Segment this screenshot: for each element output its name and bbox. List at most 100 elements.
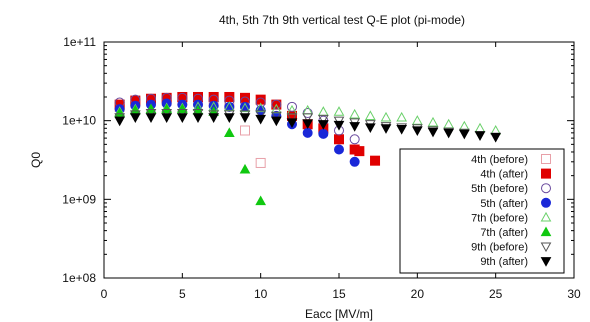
legend-entry-label: 5th (before) xyxy=(471,183,528,195)
data-point xyxy=(129,113,141,123)
series-5-points xyxy=(114,103,267,206)
y-tick-label: 1e+10 xyxy=(62,114,96,128)
data-point xyxy=(474,131,486,141)
x-axis: 0 5 10 15 20 25 30 xyxy=(101,42,581,301)
data-point xyxy=(302,119,314,130)
data-point xyxy=(255,157,266,168)
legend-entry-marker xyxy=(540,226,552,237)
data-point xyxy=(349,156,360,167)
data-point xyxy=(490,132,502,143)
data-point xyxy=(255,114,267,125)
y-axis: 1e+08 1e+09 1e+10 1e+11 xyxy=(62,35,574,285)
x-tick-label: 25 xyxy=(489,287,503,301)
data-point xyxy=(239,102,251,113)
data-point xyxy=(287,101,297,112)
data-point xyxy=(380,111,392,122)
data-point xyxy=(239,163,251,174)
legend: 4th (before) 4th (after) 5th (before) 5th (… xyxy=(399,148,565,274)
data-point xyxy=(333,120,345,131)
data-point xyxy=(161,113,173,123)
x-tick-label: 20 xyxy=(411,287,425,301)
x-tick-label: 15 xyxy=(332,287,346,301)
data-point xyxy=(239,113,251,123)
series-3-points xyxy=(114,98,360,167)
data-point xyxy=(364,110,376,120)
data-point xyxy=(176,103,188,114)
data-point xyxy=(317,120,329,130)
data-point xyxy=(317,106,329,116)
chart-title: 4th, 5th 7th 9th vertical test Q-E plot … xyxy=(219,13,465,27)
data-point xyxy=(427,127,439,138)
data-point xyxy=(354,146,365,157)
legend-entry-label: 4th (after) xyxy=(480,169,528,181)
data-point xyxy=(411,126,423,137)
data-point xyxy=(490,124,502,135)
legend-entry-label: 4th (before) xyxy=(471,154,528,166)
data-point xyxy=(396,111,408,122)
data-point xyxy=(318,128,329,139)
legend-entry-label: 9th (before) xyxy=(471,242,528,254)
legend-entry-marker xyxy=(541,168,551,179)
data-point xyxy=(334,134,344,145)
data-point xyxy=(349,108,361,119)
data-point xyxy=(333,106,345,116)
data-point xyxy=(364,123,376,133)
y-tick-label: 1e+09 xyxy=(62,192,96,206)
data-point xyxy=(349,122,361,132)
data-point xyxy=(458,120,470,131)
legend-entry-marker xyxy=(541,197,551,208)
x-tick-label: 30 xyxy=(567,287,581,301)
data-point xyxy=(334,144,344,155)
data-point xyxy=(145,113,157,123)
data-point xyxy=(286,113,298,123)
x-axis-label: Eacc [MV/m] xyxy=(305,307,373,321)
data-point xyxy=(223,127,235,137)
data-point xyxy=(255,110,267,120)
data-point xyxy=(411,115,423,125)
data-point xyxy=(443,128,455,139)
legend-entry-label: 9th (after) xyxy=(480,256,528,268)
data-point xyxy=(349,134,360,145)
data-point xyxy=(474,122,486,133)
y-tick-label: 1e+08 xyxy=(62,271,96,285)
data-point xyxy=(443,118,455,129)
data-point xyxy=(380,124,392,134)
data-point xyxy=(161,103,173,114)
data-point xyxy=(240,125,250,136)
legend-entry-label: 7th (after) xyxy=(480,227,528,239)
legend-entry-marker xyxy=(541,183,551,194)
y-axis-label: Q0 xyxy=(29,152,43,168)
data-point xyxy=(302,127,313,138)
data-point xyxy=(271,99,282,110)
legend-entry-marker xyxy=(540,242,552,253)
data-point xyxy=(427,116,439,127)
data-point xyxy=(114,116,126,127)
y-tick-label: 1e+11 xyxy=(63,35,96,49)
x-tick-label: 5 xyxy=(179,287,186,301)
legend-entry-marker xyxy=(540,257,552,267)
data-points xyxy=(114,91,502,206)
data-point xyxy=(223,113,235,123)
series-7-points xyxy=(114,113,502,143)
data-point xyxy=(270,111,282,122)
data-point xyxy=(255,195,267,206)
data-point xyxy=(176,113,188,123)
x-tick-label: 10 xyxy=(254,287,268,301)
data-point xyxy=(192,113,204,123)
legend-entry-marker xyxy=(541,154,551,164)
data-point xyxy=(270,116,282,127)
data-point xyxy=(286,118,298,128)
legend-box xyxy=(399,148,565,274)
x-tick-label: 0 xyxy=(101,287,108,301)
legend-entry-marker xyxy=(540,211,552,222)
data-point xyxy=(208,113,220,123)
data-point xyxy=(145,103,157,114)
legend-entry-label: 5th (after) xyxy=(480,198,528,210)
data-point xyxy=(255,102,267,113)
data-point xyxy=(396,125,408,135)
data-point xyxy=(370,155,381,166)
data-point xyxy=(302,113,314,123)
data-point xyxy=(458,129,470,140)
legend-entry-label: 7th (before) xyxy=(471,212,528,224)
